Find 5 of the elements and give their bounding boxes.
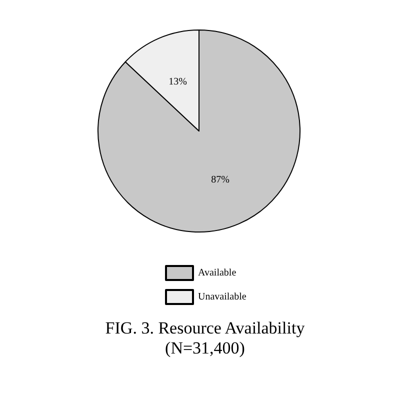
text: FIG. 3. Resource Availability (N=31,400): [105, 318, 306, 358]
data-label: 13%: [168, 76, 187, 88]
legend-label: Unavailable: [198, 292, 247, 302]
legend-label: Available: [198, 268, 237, 278]
data-label: 87%: [211, 174, 230, 186]
